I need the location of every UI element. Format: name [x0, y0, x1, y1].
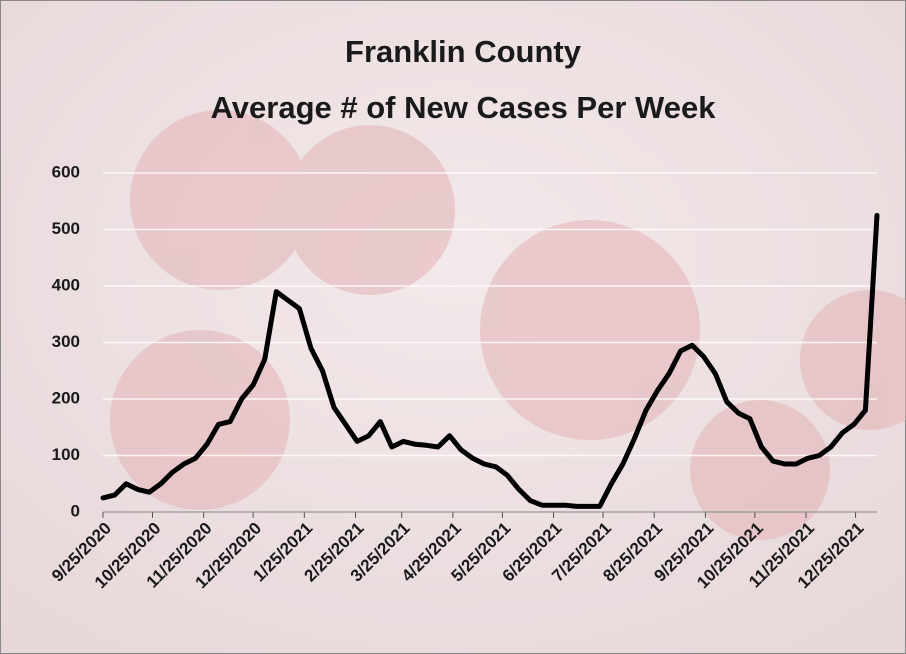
y-tick-label: 500: [52, 219, 80, 238]
chart-title: Franklin County: [345, 34, 582, 69]
y-tick-label: 200: [52, 388, 80, 407]
line: [100, 212, 880, 509]
y-tick-label: 0: [71, 501, 80, 520]
y-tick-label: 400: [52, 275, 80, 294]
y-tick-label: 300: [52, 332, 80, 351]
y-tick-label: 100: [52, 445, 80, 464]
chart-title: Average # of New Cases Per Week: [211, 90, 717, 125]
decoration: [110, 110, 906, 540]
y-tick-label: 600: [52, 162, 80, 181]
